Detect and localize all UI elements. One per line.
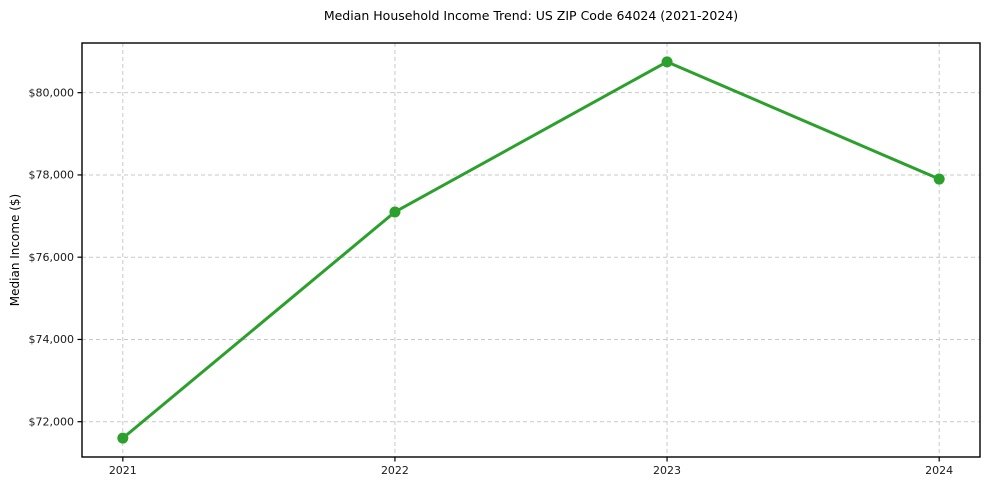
y-tick-label: $78,000 bbox=[29, 169, 75, 182]
data-point-2023 bbox=[661, 56, 673, 68]
trend-line bbox=[121, 60, 941, 440]
y-tick-label: $76,000 bbox=[29, 251, 75, 264]
gridlines bbox=[82, 43, 980, 457]
y-tick-label: $80,000 bbox=[29, 86, 75, 99]
x-tick-label: 2024 bbox=[925, 464, 953, 477]
y-tick-label: $72,000 bbox=[29, 415, 75, 428]
axis-ticks bbox=[77, 92, 940, 462]
tick-labels: $72,000 $74,000 $76,000 $78,000 $80,000 2021 2… bbox=[29, 86, 954, 477]
y-tick-label: $74,000 bbox=[29, 333, 75, 346]
x-tick-label: 2021 bbox=[109, 464, 137, 477]
data-point-2024 bbox=[933, 173, 945, 185]
x-tick-label: 2023 bbox=[653, 464, 681, 477]
data-point-2021 bbox=[117, 432, 129, 444]
x-tick-label: 2022 bbox=[381, 464, 409, 477]
data-point-2022 bbox=[389, 206, 401, 218]
plot-border bbox=[81, 42, 981, 458]
chart-title: Median Household Income Trend: US ZIP Co… bbox=[323, 8, 739, 23]
data-series bbox=[117, 56, 945, 444]
